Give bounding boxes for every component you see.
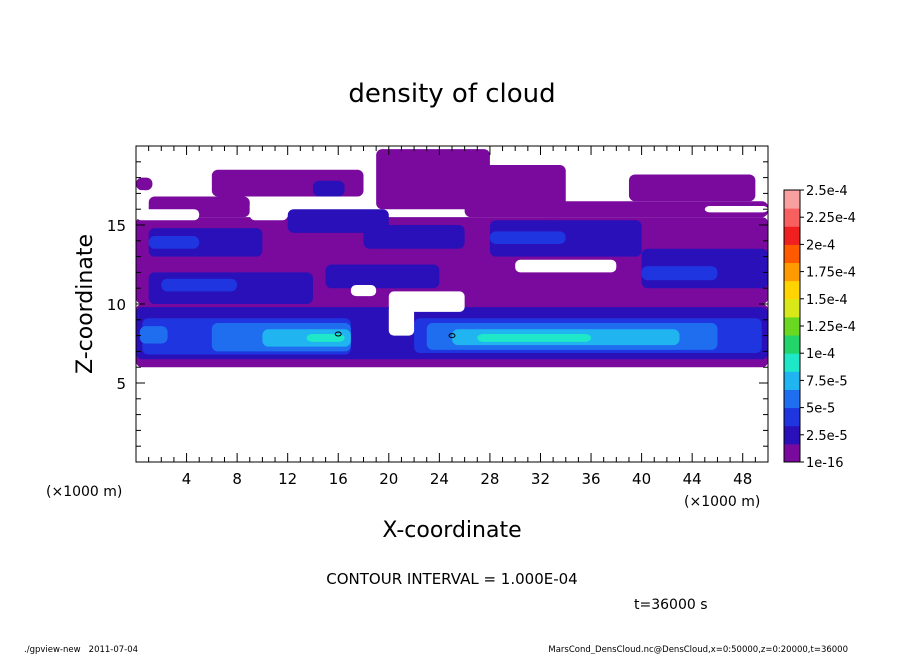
- density-patch: [363, 225, 465, 249]
- colorbar-segment: [784, 443, 800, 463]
- density-patch: [287, 209, 389, 233]
- y-axis-label: Z-coordinate: [73, 234, 98, 374]
- time-label: t=36000 s: [634, 597, 708, 613]
- colorbar-label: 1.5e-4: [806, 293, 848, 308]
- x-tick-label: 20: [379, 470, 398, 488]
- cloud-free-patch: [350, 285, 377, 297]
- colorbar-segment: [784, 425, 800, 445]
- colorbar-label: 2.25e-4: [806, 211, 856, 226]
- x-tick-label: 24: [430, 470, 449, 488]
- density-patch: [489, 231, 566, 244]
- density-layer-5: [306, 334, 592, 342]
- cloud-free-patch: [249, 201, 288, 221]
- colorbar-segment: [784, 208, 800, 227]
- density-patch: [628, 174, 756, 202]
- y-tick-label: 15: [107, 217, 126, 235]
- colorbar: 1e-16 2.5e-5 5e-5 7.5e-5 1e-4 1.25e-4 1.5e-4 1.…: [783, 184, 856, 471]
- cloud-free-patch: [136, 190, 149, 218]
- x-tick-label: 36: [581, 470, 600, 488]
- x-tick-label: 12: [278, 470, 297, 488]
- x-axis-label: X-coordinate: [382, 518, 521, 543]
- x-tick-label: 8: [232, 470, 242, 488]
- contour-interval-label: CONTOUR INTERVAL = 1.000E-04: [326, 570, 577, 588]
- colorbar-segment: [784, 371, 800, 390]
- colorbar-segment: [784, 316, 800, 336]
- cloud-free-patch: [515, 259, 617, 273]
- x-axis-ticks: 4 8 12 16 20 24 28 32 36 40 44 48: [135, 146, 769, 488]
- colorbar-segment: [784, 226, 800, 245]
- density-patch: [376, 149, 490, 210]
- colorbar-segment: [784, 335, 800, 354]
- colorbar-segment: [784, 407, 800, 427]
- colorbar-segment: [784, 353, 800, 372]
- colorbar-label: 7.5e-5: [806, 374, 848, 389]
- footer-file-info: MarsCond_DensCloud.nc@DensCloud,x=0:5000…: [548, 645, 848, 654]
- colorbar-label: 5e-5: [806, 402, 835, 417]
- colorbar-segment: [784, 262, 800, 282]
- x-tick-label: 16: [329, 470, 348, 488]
- x-tick-label: 44: [683, 470, 702, 488]
- cloud-free-patch: [136, 209, 200, 221]
- colorbar-segment: [784, 280, 800, 300]
- colorbar-label: 2.5e-5: [806, 429, 848, 444]
- colorbar-segment: [784, 298, 800, 318]
- y-tick-label: 5: [116, 375, 126, 393]
- density-patch: [148, 236, 200, 249]
- colorbar-label: 1e-4: [806, 347, 835, 362]
- density-patch: [477, 334, 592, 342]
- density-patch: [489, 220, 642, 257]
- cloud-free-patch: [388, 304, 415, 336]
- y-axis-unit: (×1000 m): [684, 494, 760, 510]
- cloud-free-patch: [704, 206, 768, 213]
- density-patch: [325, 264, 440, 289]
- x-tick-label: 40: [632, 470, 651, 488]
- density-patch: [161, 278, 238, 292]
- contour-line-mark: [448, 333, 456, 339]
- colorbar-segment: [784, 389, 800, 409]
- colorbar-label: 2e-4: [806, 238, 835, 253]
- density-patch: [306, 334, 345, 342]
- density-patch: [312, 180, 345, 197]
- colorbar-label: 1e-16: [806, 456, 844, 471]
- colorbar-segment: [784, 244, 800, 264]
- x-tick-label: 4: [182, 470, 192, 488]
- colorbar-segment: [784, 190, 800, 209]
- density-field: [136, 149, 768, 368]
- colorbar-label: 1.25e-4: [806, 320, 856, 335]
- colorbar-label: 2.5e-4: [806, 184, 848, 199]
- density-patch: [139, 326, 168, 344]
- density-patch: [148, 228, 263, 257]
- x-tick-label: 28: [480, 470, 499, 488]
- contour-line-mark: [334, 331, 342, 337]
- footer-program-date: ./gpview-new 2011-07-04: [24, 645, 138, 654]
- x-axis-unit: (×1000 m): [46, 484, 122, 500]
- colorbar-label: 1.75e-4: [806, 266, 856, 281]
- density-patch: [136, 177, 153, 191]
- density-patch: [464, 164, 566, 218]
- chart-title: density of cloud: [348, 79, 555, 109]
- x-tick-label: 48: [733, 470, 752, 488]
- x-tick-label: 32: [531, 470, 550, 488]
- density-patch: [641, 266, 718, 281]
- y-tick-label: 10: [107, 296, 126, 314]
- cloud-free-regions: [136, 190, 768, 336]
- density-patch: [540, 201, 768, 218]
- y-axis-ticks: 5 10 15: [107, 145, 768, 463]
